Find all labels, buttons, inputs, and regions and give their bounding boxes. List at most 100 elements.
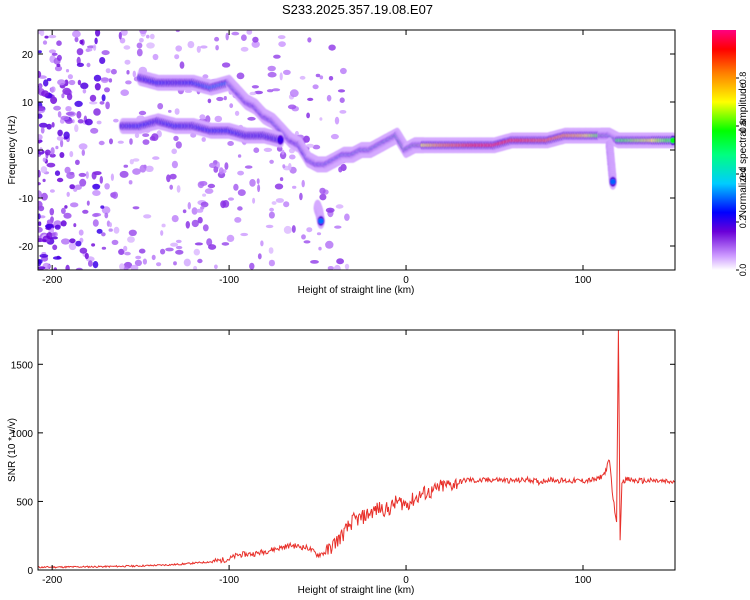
noise-speckle	[119, 263, 125, 270]
noise-speckle	[81, 149, 86, 156]
noise-speckle	[76, 111, 82, 119]
noise-speckle	[65, 111, 75, 116]
figure-title: S233.2025.357.19.08.E07	[281, 2, 434, 17]
noise-speckle	[39, 254, 49, 258]
noise-speckle	[319, 75, 324, 80]
noise-speckle	[73, 223, 77, 228]
noise-speckle	[38, 169, 41, 178]
noise-speckle	[118, 248, 125, 255]
noise-speckle	[254, 90, 263, 95]
noise-speckle	[208, 244, 217, 250]
noise-speckle	[38, 213, 41, 220]
noise-speckle	[56, 40, 62, 46]
noise-speckle	[99, 101, 105, 105]
noise-speckle	[283, 225, 292, 234]
noise-speckle	[76, 48, 84, 56]
noise-speckle	[91, 171, 97, 180]
noise-speckle	[138, 110, 147, 116]
noise-speckle	[292, 185, 297, 189]
spec-ytick-label: 20	[22, 50, 34, 61]
noise-speckle	[199, 114, 206, 120]
noise-speckle	[104, 183, 110, 190]
noise-speckle	[89, 94, 97, 102]
snr-ytick-label: 1000	[11, 429, 34, 440]
colorbar-label: Normalized spectral amplitude	[738, 82, 749, 217]
noise-speckle	[54, 224, 61, 230]
noise-speckle	[79, 178, 87, 187]
noise-speckle	[94, 83, 101, 91]
noise-speckle	[69, 151, 74, 158]
noise-speckle	[142, 139, 150, 145]
noise-speckle	[269, 159, 274, 164]
noise-speckle	[78, 143, 88, 150]
noise-speckle	[40, 192, 48, 201]
noise-speckle	[196, 208, 204, 213]
noise-speckle	[56, 136, 64, 141]
noise-speckle	[339, 110, 347, 114]
noise-speckle	[120, 89, 129, 96]
noise-speckle	[44, 149, 51, 156]
noise-speckle	[283, 201, 290, 208]
noise-speckle	[175, 245, 183, 250]
noise-speckle	[263, 147, 273, 152]
noise-speckle	[328, 76, 334, 81]
snr-ytick-label: 500	[16, 497, 33, 508]
colorbar-ticks: 0.0 0.2 0.4 0.6 0.8	[736, 72, 748, 276]
noise-speckle	[193, 265, 198, 270]
noise-speckle	[53, 105, 61, 111]
noise-speckle	[99, 57, 106, 64]
noise-speckle	[306, 143, 314, 148]
noise-speckle	[257, 184, 261, 193]
snr-plot-area	[38, 330, 675, 570]
noise-speckle	[82, 88, 87, 94]
noise-speckle	[207, 98, 212, 104]
noise-speckle	[191, 219, 199, 228]
noise-speckle	[108, 78, 113, 83]
noise-speckle	[101, 94, 106, 102]
noise-speckle	[273, 54, 281, 59]
noise-speckle	[65, 118, 73, 124]
noise-speckle	[45, 224, 54, 229]
snr-frame	[37, 329, 676, 571]
noise-speckle	[93, 108, 101, 116]
noise-speckle	[56, 255, 61, 260]
noise-speckle	[236, 72, 245, 80]
noise-speckle	[213, 166, 219, 173]
spectrogram-ridges	[118, 70, 675, 229]
noise-speckle	[339, 97, 345, 103]
noise-speckle	[291, 225, 296, 233]
noise-speckle	[108, 228, 113, 232]
noise-speckle	[306, 227, 313, 233]
noise-speckle	[143, 214, 152, 219]
noise-speckle	[204, 188, 214, 194]
noise-speckle	[200, 45, 208, 49]
isolated-blob-cell	[317, 218, 324, 224]
noise-speckle	[252, 36, 259, 43]
noise-speckle	[75, 240, 82, 247]
noise-speckle	[325, 207, 335, 213]
noise-speckle	[328, 44, 336, 51]
noise-speckle	[62, 87, 72, 95]
noise-speckle	[57, 111, 62, 118]
noise-speckle	[66, 191, 70, 197]
noise-speckle	[130, 264, 139, 270]
noise-speckle	[56, 54, 62, 62]
noise-speckle	[92, 183, 101, 190]
noise-speckle	[240, 232, 249, 237]
noise-speckle	[318, 246, 322, 251]
noise-speckle	[146, 34, 150, 39]
noise-speckle	[325, 240, 334, 249]
noise-speckle	[64, 166, 71, 174]
noise-speckle	[86, 200, 90, 206]
noise-speckle	[168, 109, 172, 113]
noise-speckle	[127, 236, 135, 243]
noise-speckle	[94, 37, 98, 45]
noise-speckle	[82, 209, 89, 214]
noise-speckle	[237, 189, 246, 197]
noise-speckle	[221, 242, 230, 246]
noise-speckle	[76, 56, 81, 65]
noise-speckle	[244, 165, 253, 169]
